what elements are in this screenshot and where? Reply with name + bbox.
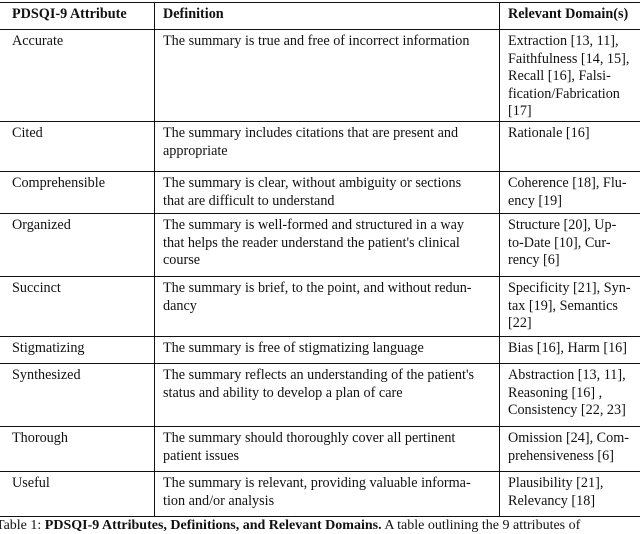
domains-cell: Bias [16], Harm [16] xyxy=(500,336,640,363)
domains-cell: Plausibility [21], Relevancy [18] xyxy=(500,471,640,516)
definition-cell: The summary should thoroughly cover all … xyxy=(155,426,500,471)
attribute-cell: Organized xyxy=(0,213,155,276)
caption-label: Table 1: xyxy=(0,518,41,533)
attribute-cell: Succinct xyxy=(0,276,155,336)
pdsqi-attributes-table: PDSQI-9 Attribute Definition Relevant Do… xyxy=(0,2,640,517)
header-attribute: PDSQI-9 Attribute xyxy=(0,3,155,30)
domains-cell: Structure [20], Up- to-Date [10], Cur- r… xyxy=(500,213,640,276)
table-caption: Table 1: PDSQI-9 Attributes, Definitions… xyxy=(0,518,580,534)
definition-cell: The summary is relevant, providing valua… xyxy=(155,471,500,516)
domains-cell: Extraction [13, 11], Faithfulness [14, 1… xyxy=(500,30,640,122)
domains-cell: Rationale [16] xyxy=(500,121,640,171)
definition-cell: The summary includes citations that are … xyxy=(155,121,500,171)
attribute-cell: Synthesized xyxy=(0,363,155,426)
attribute-cell: Cited xyxy=(0,121,155,171)
domains-cell: Specificity [21], Syn- tax [19], Semanti… xyxy=(500,276,640,336)
table-header-row: PDSQI-9 Attribute Definition Relevant Do… xyxy=(0,3,640,30)
caption-title: PDSQI-9 Attributes, Definitions, and Rel… xyxy=(45,518,382,533)
attribute-cell: Stigmatizing xyxy=(0,336,155,363)
definition-cell: The summary is true and free of incorrec… xyxy=(155,30,500,122)
caption-text: A table outlining the 9 attributes of xyxy=(384,518,580,533)
domains-cell: Coherence [18], Flu- ency [19] xyxy=(500,171,640,213)
definition-cell: The summary is free of stigmatizing lang… xyxy=(155,336,500,363)
definition-cell: The summary is brief, to the point, and … xyxy=(155,276,500,336)
attribute-cell: Accurate xyxy=(0,30,155,122)
attribute-cell: Useful xyxy=(0,471,155,516)
attribute-cell: Thorough xyxy=(0,426,155,471)
header-domains: Relevant Domain(s) xyxy=(500,3,640,30)
definition-cell: The summary is clear, without ambiguity … xyxy=(155,171,500,213)
header-definition: Definition xyxy=(155,3,500,30)
definition-cell: The summary is well-formed and structure… xyxy=(155,213,500,276)
domains-cell: Abstraction [13, 11], Reasoning [16] , C… xyxy=(500,363,640,426)
domains-cell: Omission [24], Com- prehensiveness [6] xyxy=(500,426,640,471)
definition-cell: The summary reflects an understanding of… xyxy=(155,363,500,426)
attribute-cell: Comprehensible xyxy=(0,171,155,213)
